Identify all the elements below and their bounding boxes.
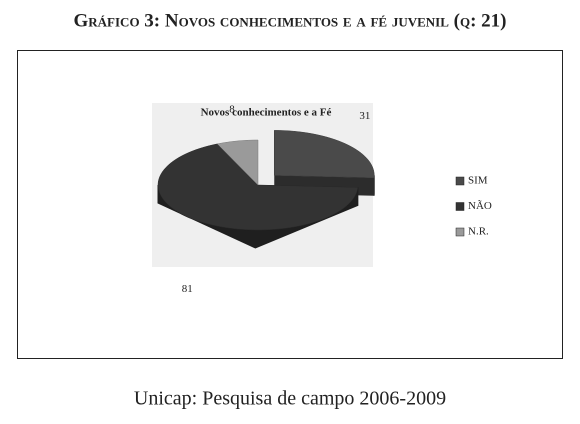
legend-label: NÃO bbox=[468, 200, 492, 212]
legend-swatch bbox=[456, 228, 464, 236]
data-label: 31 bbox=[359, 110, 370, 122]
legend-swatch bbox=[456, 177, 464, 185]
data-label: 81 bbox=[182, 283, 193, 295]
figure-title: Gráfico 3: Novos conhecimentos e a fé ju… bbox=[74, 10, 507, 31]
legend-label: N.R. bbox=[468, 226, 489, 238]
legend-swatch bbox=[456, 203, 464, 211]
legend-label: SIM bbox=[468, 175, 488, 187]
chart-title: Novos conhecimentos e a Fé bbox=[201, 107, 332, 119]
data-label: 8 bbox=[229, 104, 235, 116]
source: Unicap: Pesquisa de campo 2006-2009 bbox=[134, 388, 446, 410]
